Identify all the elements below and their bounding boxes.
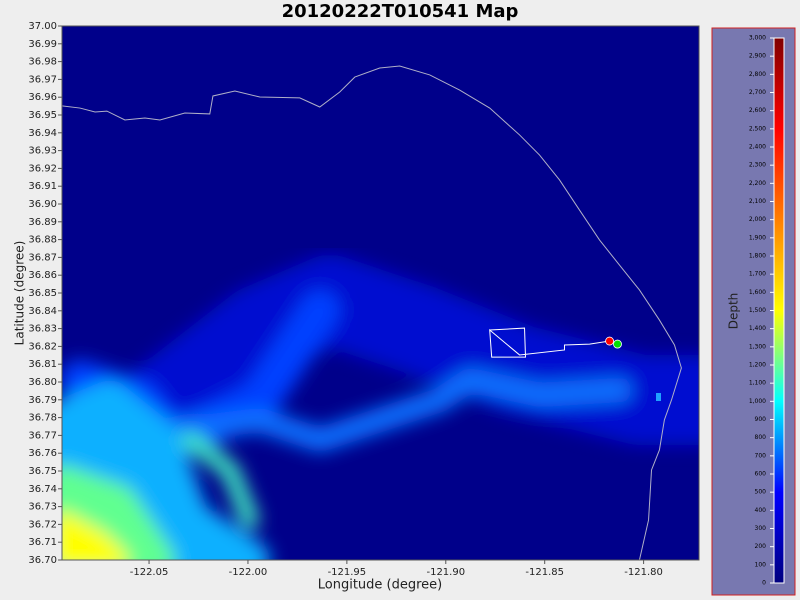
colorbar: [773, 37, 785, 584]
x-tick-label: -121.90: [426, 567, 465, 578]
track-marker: [613, 339, 622, 349]
y-tick-label: 36.73: [28, 502, 57, 513]
colorbar-tick-label: 900: [755, 416, 767, 423]
chart-title: 20120222T010541 Map: [282, 1, 519, 22]
y-tick-label: 36.96: [28, 92, 57, 103]
x-tick-label: -121.95: [328, 567, 367, 578]
colorbar-tick-label: 2,200: [749, 180, 766, 187]
x-tick-label: -122.00: [229, 567, 268, 578]
colorbar-tick-label: 1,900: [749, 234, 766, 241]
x-axis-label: Longitude (degree): [318, 578, 443, 593]
y-tick-label: 36.82: [28, 341, 57, 352]
colorbar-tick-label: 2,600: [749, 107, 766, 114]
colorbar-tick-label: 2,800: [749, 71, 766, 78]
colorbar-tick-label: 700: [755, 452, 767, 459]
y-tick-label: 36.70: [28, 555, 57, 566]
colorbar-tick-label: 1,200: [749, 362, 766, 369]
y-tick-label: 36.99: [28, 39, 57, 50]
y-tick-label: 36.91: [28, 181, 57, 192]
plot-lines: [62, 65, 682, 560]
colorbar-tick-label: 500: [755, 489, 767, 496]
colorbar-tick-label: 400: [755, 507, 767, 514]
y-tick-label: 36.85: [28, 288, 57, 299]
colorbar-tick-label: 2,900: [749, 53, 766, 60]
depth-field: [62, 255, 699, 560]
colorbar-tick-label: 800: [755, 434, 767, 441]
colorbar-tick-label: 2,300: [749, 162, 766, 169]
colorbar-tick-label: 3,000: [749, 35, 766, 42]
colorbar-tick-label: 2,400: [749, 144, 766, 151]
colorbar-tick-label: 1,000: [749, 398, 766, 405]
x-tick-label: -121.80: [624, 567, 663, 578]
colorbar-tick-label: 1,400: [749, 325, 766, 332]
y-tick-label: 36.92: [28, 163, 57, 174]
colorbar-tick-label: 2,700: [749, 89, 766, 96]
y-tick-label: 37.00: [28, 21, 57, 32]
y-tick-label: 36.89: [28, 217, 57, 228]
y-tick-label: 36.90: [28, 199, 57, 210]
y-tick-label: 36.86: [28, 270, 57, 281]
colorbar-tick-label: 600: [755, 471, 767, 478]
y-tick-label: 36.95: [28, 110, 57, 121]
colorbar-tick-label: 1,700: [749, 271, 766, 278]
y-tick-label: 36.81: [28, 359, 57, 370]
colorbar-tick-label: 2,100: [749, 198, 766, 205]
map-line: [62, 65, 682, 560]
map-line: [489, 327, 618, 358]
y-tick-label: 36.97: [28, 74, 57, 85]
y-tick-label: 36.87: [28, 252, 57, 263]
y-tick-label: 36.88: [28, 235, 57, 246]
colorbar-tick-label: 1,600: [749, 289, 766, 296]
y-tick-label: 36.84: [28, 306, 57, 317]
y-tick-label: 36.75: [28, 466, 57, 477]
y-tick-label: 36.71: [28, 537, 57, 548]
y-tick-label: 36.77: [28, 430, 57, 441]
colorbar-tick-label: 0: [762, 580, 766, 587]
colorbar-tick-label: 1,800: [749, 253, 766, 260]
colorbar-tick-label: 200: [755, 543, 767, 550]
y-tick-label: 36.74: [28, 484, 57, 495]
x-tick-label: -122.05: [130, 567, 169, 578]
colorbar-tick-label: 1,500: [749, 307, 766, 314]
y-axis-label: Latitude (degree): [13, 241, 27, 346]
track-marker: [605, 336, 614, 346]
y-tick-label: 36.72: [28, 519, 57, 530]
y-tick-label: 36.78: [28, 413, 57, 424]
y-tick-label: 36.79: [28, 395, 57, 406]
y-tick-label: 36.94: [28, 128, 57, 139]
colorbar-label: Depth: [727, 293, 741, 330]
x-tick-label: -121.85: [525, 567, 564, 578]
colorbar-tick-label: 2,000: [749, 216, 766, 223]
colorbar-tick-label: 2,500: [749, 125, 766, 132]
colorbar-tick-label: 1,300: [749, 343, 766, 350]
colorbar-tick-label: 100: [755, 561, 767, 568]
y-tick-label: 36.98: [28, 57, 57, 68]
colorbar-tick-label: 1,100: [749, 380, 766, 387]
y-tick-label: 36.83: [28, 324, 57, 335]
y-tick-label: 36.80: [28, 377, 57, 388]
colorbar-tick-label: 300: [755, 525, 767, 532]
y-tick-label: 36.76: [28, 448, 57, 459]
y-tick-label: 36.93: [28, 146, 57, 157]
